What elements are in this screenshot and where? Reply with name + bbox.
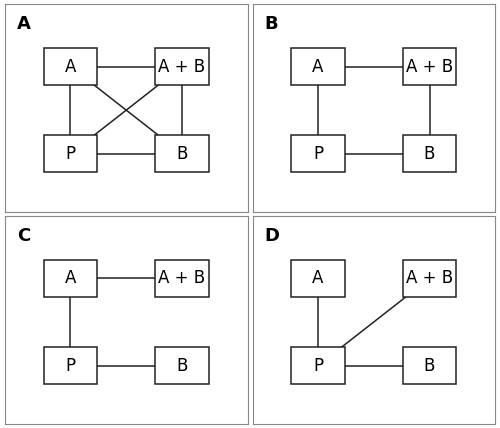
Text: A: A — [17, 15, 31, 33]
Text: A: A — [312, 57, 324, 76]
Text: B: B — [176, 357, 188, 374]
Text: A: A — [312, 269, 324, 288]
Bar — [44, 347, 97, 384]
Text: B: B — [264, 15, 278, 33]
Bar — [292, 135, 344, 172]
Bar — [156, 48, 208, 85]
Bar — [44, 48, 97, 85]
Bar — [44, 135, 97, 172]
Text: A + B: A + B — [406, 57, 453, 76]
Text: C: C — [17, 226, 30, 244]
Bar — [403, 347, 456, 384]
Text: A: A — [65, 57, 76, 76]
Bar — [403, 48, 456, 85]
Bar — [403, 135, 456, 172]
Bar — [156, 260, 208, 297]
Bar — [156, 135, 208, 172]
Text: B: B — [176, 145, 188, 163]
Text: B: B — [424, 357, 435, 374]
Bar — [403, 260, 456, 297]
Text: A + B: A + B — [158, 269, 206, 288]
Text: D: D — [264, 226, 280, 244]
Text: A + B: A + B — [158, 57, 206, 76]
Bar — [292, 260, 344, 297]
Bar — [292, 48, 344, 85]
Text: P: P — [66, 145, 76, 163]
Text: P: P — [313, 357, 323, 374]
Text: B: B — [424, 145, 435, 163]
Bar — [292, 347, 344, 384]
Text: P: P — [313, 145, 323, 163]
Bar — [44, 260, 97, 297]
Text: A + B: A + B — [406, 269, 453, 288]
Bar — [156, 347, 208, 384]
Text: P: P — [66, 357, 76, 374]
Text: A: A — [65, 269, 76, 288]
